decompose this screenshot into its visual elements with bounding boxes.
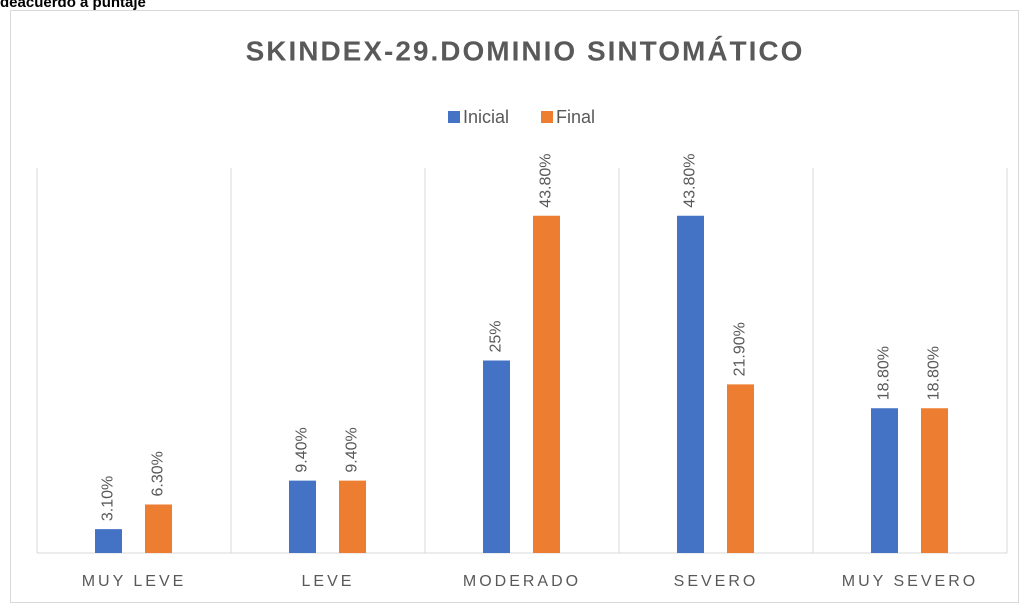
- bar: [339, 480, 366, 553]
- bar: [95, 529, 122, 553]
- bar: [871, 408, 898, 553]
- bar: [483, 360, 510, 553]
- value-label: 18.80%: [876, 346, 893, 400]
- x-tick-label: SEVERO: [674, 573, 759, 590]
- value-label: 43.80%: [538, 153, 555, 207]
- value-label: 43.80%: [682, 153, 699, 207]
- legend-swatch: [448, 111, 460, 123]
- chart-title: SKINDEX-29.DOMINIO SINTOMÁTICO: [246, 35, 805, 66]
- value-label: 18.80%: [926, 346, 943, 400]
- value-label: 9.40%: [344, 427, 361, 472]
- bar: [533, 215, 560, 554]
- x-tick-label: MODERADO: [463, 573, 581, 590]
- value-label: 6.30%: [150, 451, 167, 496]
- x-tick-label: MUY LEVE: [82, 573, 187, 590]
- value-label: 3.10%: [100, 476, 117, 521]
- page-heading: deacuerdo a puntaje: [0, 0, 146, 11]
- value-label: 9.40%: [294, 427, 311, 472]
- bar: [145, 504, 172, 553]
- bar: [289, 480, 316, 553]
- legend-label: Inicial: [463, 107, 509, 127]
- bar: [727, 384, 754, 553]
- x-tick-label: MUY SEVERO: [842, 573, 978, 590]
- bar: [921, 408, 948, 553]
- legend-swatch: [541, 111, 553, 123]
- value-label: 25%: [488, 320, 505, 352]
- value-label: 21.90%: [732, 322, 749, 376]
- chart-border: [10, 10, 1019, 603]
- legend-label: Final: [556, 107, 595, 127]
- bar: [677, 215, 704, 554]
- x-tick-label: LEVE: [302, 573, 355, 590]
